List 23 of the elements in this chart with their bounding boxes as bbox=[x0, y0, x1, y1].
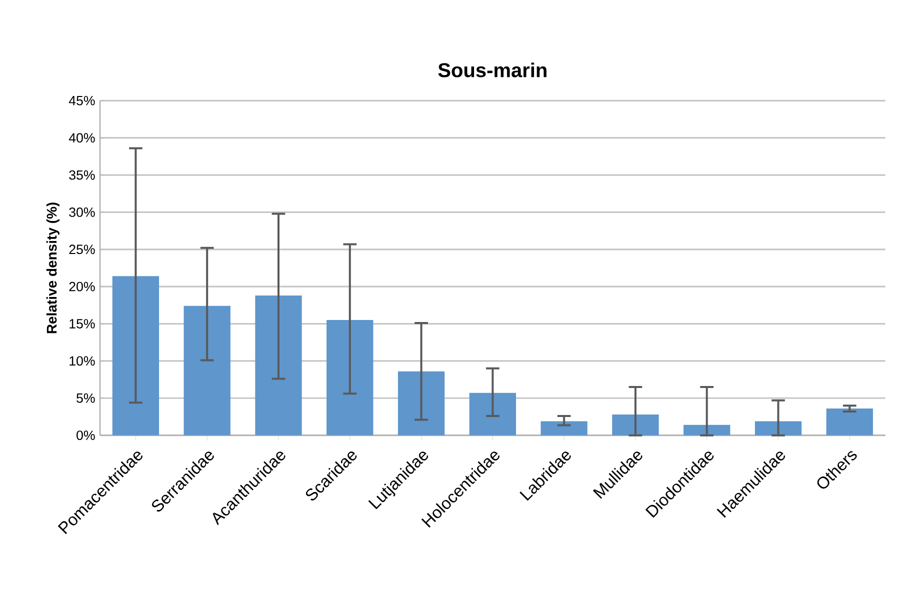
y-axis-title: Relative density (%) bbox=[46, 202, 60, 334]
bar bbox=[684, 424, 730, 436]
bar bbox=[112, 276, 160, 436]
bar bbox=[540, 421, 588, 436]
chart-title: Sous-marin bbox=[438, 62, 546, 78]
bar bbox=[184, 306, 230, 436]
bar bbox=[612, 414, 659, 436]
bar bbox=[469, 392, 516, 436]
bar bbox=[398, 371, 445, 436]
bar bbox=[754, 421, 802, 436]
y-tick-label: 0% bbox=[76, 430, 95, 440]
y-tick-label: 5% bbox=[76, 393, 95, 403]
y-tick-label: 25% bbox=[69, 244, 95, 254]
bar bbox=[326, 320, 374, 436]
y-tick-label: 35% bbox=[69, 170, 95, 180]
y-tick-label: 10% bbox=[70, 356, 95, 366]
y-tick-label: 20% bbox=[69, 282, 95, 292]
bar bbox=[826, 408, 873, 436]
bar bbox=[255, 296, 302, 436]
y-tick-label: 15% bbox=[70, 319, 95, 328]
y-tick-label: 30% bbox=[69, 208, 95, 217]
y-tick-label: 40% bbox=[68, 133, 95, 143]
y-tick-label: 45% bbox=[68, 96, 95, 106]
